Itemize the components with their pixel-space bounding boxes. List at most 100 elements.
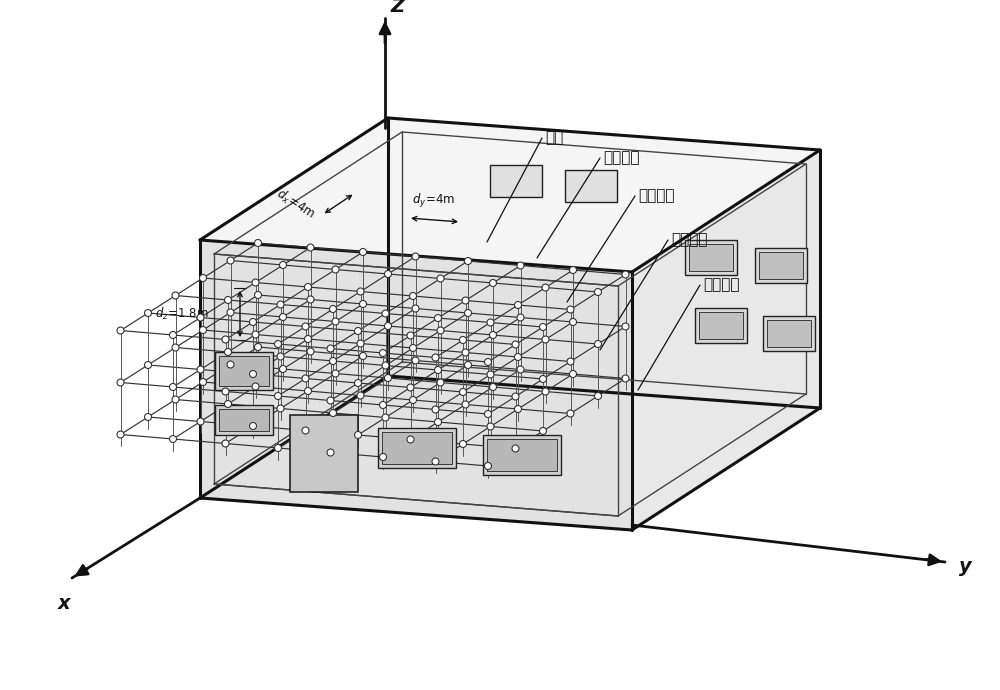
Circle shape <box>144 413 152 420</box>
Circle shape <box>172 396 179 403</box>
Circle shape <box>542 284 549 291</box>
Circle shape <box>540 324 546 331</box>
Circle shape <box>254 344 262 351</box>
Circle shape <box>280 313 287 320</box>
Circle shape <box>357 340 364 347</box>
Circle shape <box>460 388 466 395</box>
Circle shape <box>354 431 362 439</box>
Circle shape <box>462 349 469 356</box>
Bar <box>219 409 269 431</box>
Circle shape <box>437 275 444 282</box>
Circle shape <box>410 397 416 404</box>
Circle shape <box>144 310 152 317</box>
Circle shape <box>407 384 414 391</box>
Circle shape <box>462 297 469 304</box>
Circle shape <box>327 397 334 404</box>
Circle shape <box>412 357 419 364</box>
Circle shape <box>570 319 576 326</box>
Polygon shape <box>632 150 820 530</box>
Circle shape <box>490 279 496 286</box>
Circle shape <box>567 410 574 417</box>
Circle shape <box>274 444 282 451</box>
Circle shape <box>354 328 362 335</box>
Circle shape <box>514 406 522 413</box>
Circle shape <box>254 239 262 246</box>
Circle shape <box>514 302 522 308</box>
Circle shape <box>512 445 519 452</box>
Circle shape <box>380 350 386 357</box>
Circle shape <box>227 361 234 368</box>
Circle shape <box>117 327 124 334</box>
Bar <box>763 316 815 351</box>
Circle shape <box>512 393 519 400</box>
Text: 表层测温: 表层测温 <box>603 150 640 166</box>
Circle shape <box>382 414 389 421</box>
Circle shape <box>380 402 386 408</box>
Circle shape <box>277 353 284 360</box>
Circle shape <box>622 323 629 330</box>
Bar <box>483 435 561 475</box>
Circle shape <box>382 362 389 369</box>
Circle shape <box>200 326 207 333</box>
Circle shape <box>360 248 366 255</box>
Circle shape <box>382 310 389 317</box>
Circle shape <box>170 435 176 442</box>
Polygon shape <box>200 118 820 272</box>
Circle shape <box>437 327 444 334</box>
Circle shape <box>517 314 524 321</box>
Circle shape <box>354 380 362 386</box>
Circle shape <box>307 348 314 355</box>
Circle shape <box>484 462 492 469</box>
Circle shape <box>332 370 339 377</box>
Circle shape <box>567 358 574 365</box>
Circle shape <box>594 288 602 295</box>
Circle shape <box>252 279 259 286</box>
Circle shape <box>487 423 494 430</box>
Circle shape <box>622 271 629 278</box>
Text: $d_x\!=\!4\mathrm{m}$: $d_x\!=\!4\mathrm{m}$ <box>273 186 319 223</box>
Circle shape <box>462 401 469 408</box>
Circle shape <box>360 301 366 308</box>
Circle shape <box>144 362 152 368</box>
Circle shape <box>570 371 576 377</box>
Circle shape <box>252 383 259 390</box>
Circle shape <box>302 323 309 330</box>
Circle shape <box>357 392 364 399</box>
Text: 缆线: 缆线 <box>545 130 563 146</box>
Circle shape <box>330 357 336 364</box>
Circle shape <box>464 257 472 264</box>
Circle shape <box>542 388 549 395</box>
Circle shape <box>252 331 259 338</box>
Circle shape <box>512 341 519 348</box>
Circle shape <box>540 375 546 382</box>
Circle shape <box>330 409 336 417</box>
Circle shape <box>460 337 466 344</box>
Circle shape <box>517 366 524 373</box>
Text: 中层测温: 中层测温 <box>671 233 708 248</box>
Text: $d_z\!=\!1.8\mathrm{m}$: $d_z\!=\!1.8\mathrm{m}$ <box>155 306 209 322</box>
Bar <box>382 432 452 464</box>
Circle shape <box>622 375 629 382</box>
Bar <box>759 252 803 279</box>
Circle shape <box>222 440 229 447</box>
Circle shape <box>302 375 309 382</box>
Circle shape <box>384 375 392 382</box>
Circle shape <box>222 388 229 395</box>
Circle shape <box>222 336 229 343</box>
Circle shape <box>412 305 419 312</box>
Circle shape <box>172 344 179 351</box>
Circle shape <box>304 335 312 342</box>
Circle shape <box>594 393 602 400</box>
Bar <box>219 356 269 386</box>
Circle shape <box>460 440 466 448</box>
Circle shape <box>380 453 386 460</box>
Text: $d_y\!=\!4\mathrm{m}$: $d_y\!=\!4\mathrm{m}$ <box>412 192 456 210</box>
Circle shape <box>330 306 336 313</box>
Circle shape <box>224 297 232 304</box>
Circle shape <box>200 275 207 282</box>
Circle shape <box>517 262 524 269</box>
Circle shape <box>332 266 339 273</box>
Circle shape <box>432 458 439 465</box>
Circle shape <box>542 336 549 343</box>
Circle shape <box>484 359 492 366</box>
